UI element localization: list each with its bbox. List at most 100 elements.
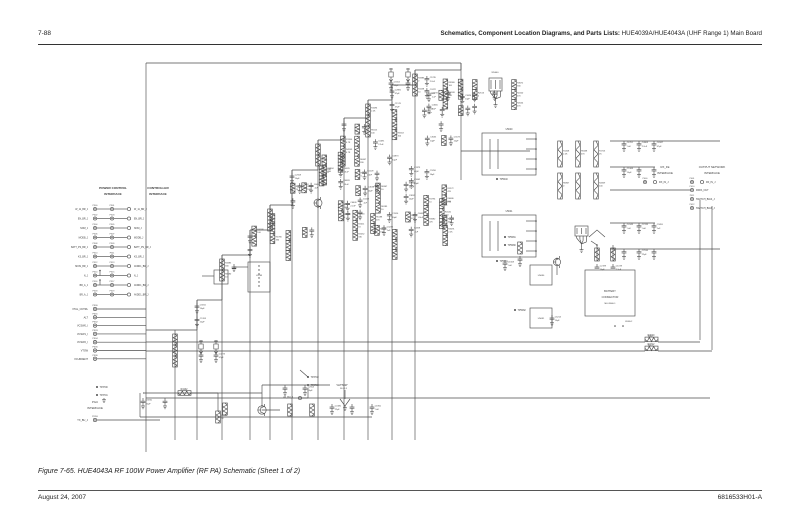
svg-text:.1uF: .1uF — [627, 228, 632, 230]
svg-text:0: 0 — [361, 176, 363, 178]
svg-text:10pF: 10pF — [200, 308, 205, 310]
svg-text:10pF: 10pF — [392, 159, 397, 161]
svg-text:VTSW: VTSW — [81, 350, 89, 353]
svg-text:R6807: R6807 — [563, 182, 570, 184]
svg-text:C2534: C2534 — [642, 250, 649, 252]
svg-text:P308: P308 — [93, 243, 99, 245]
svg-text:INTERFACE: INTERFACE — [87, 406, 103, 410]
svg-text:470: 470 — [581, 153, 585, 155]
svg-text:TP3701: TP3701 — [100, 395, 109, 397]
svg-text:R4780: R4780 — [276, 237, 283, 239]
svg-text:.1uF: .1uF — [627, 146, 632, 148]
svg-text:R3986: R3986 — [449, 82, 456, 84]
svg-text:10pF: 10pF — [600, 269, 605, 271]
svg-text:POWER CONTROL: POWER CONTROL — [99, 186, 127, 190]
svg-text:TP5082: TP5082 — [518, 310, 527, 312]
svg-text:C6873: C6873 — [392, 156, 399, 158]
svg-text:R2513: R2513 — [478, 93, 485, 95]
svg-text:R6367: R6367 — [381, 186, 388, 188]
svg-text:22pF: 22pF — [200, 322, 205, 324]
svg-text:R3072: R3072 — [517, 83, 524, 85]
svg-text:C5168: C5168 — [627, 168, 634, 170]
svg-text:100: 100 — [449, 85, 453, 87]
svg-text:P400: P400 — [643, 178, 649, 180]
svg-text:R3582: R3582 — [429, 218, 436, 220]
svg-text:1K: 1K — [445, 205, 448, 207]
svg-text:TP3702: TP3702 — [311, 377, 320, 379]
svg-text:R2220: R2220 — [517, 93, 524, 95]
svg-text:P307: P307 — [110, 234, 116, 236]
svg-text:P306: P306 — [93, 234, 99, 236]
svg-text:47pF: 47pF — [219, 357, 224, 359]
svg-text:INTERFACE: INTERFACE — [657, 171, 673, 175]
svg-text:470: 470 — [429, 221, 433, 223]
svg-text:4.7K: 4.7K — [346, 152, 351, 154]
svg-text:C1608: C1608 — [508, 261, 515, 263]
svg-text:470: 470 — [447, 191, 451, 193]
svg-text:C6272: C6272 — [432, 93, 439, 95]
svg-text:RF_IN_J: RF_IN_J — [706, 181, 716, 184]
svg-text:C4808: C4808 — [642, 142, 649, 144]
svg-text:2.2uF: 2.2uF — [409, 187, 415, 189]
svg-text:C1373: C1373 — [414, 167, 421, 169]
svg-text:C3234: C3234 — [387, 226, 394, 228]
svg-text:VCSW1_I: VCSW1_I — [77, 333, 88, 336]
svg-text:P3700: P3700 — [92, 416, 99, 418]
svg-text:P334: P334 — [92, 338, 98, 340]
svg-text:ALT: ALT — [84, 316, 89, 319]
svg-text:TP5080: TP5080 — [508, 245, 517, 247]
svg-text:C5811: C5811 — [200, 304, 207, 306]
svg-text:P300: P300 — [93, 205, 99, 207]
svg-text:1K: 1K — [221, 418, 224, 420]
svg-text:C5691: C5691 — [378, 140, 385, 142]
svg-text:P304: P304 — [93, 224, 99, 226]
svg-text:10: 10 — [381, 189, 384, 191]
svg-text:MK-J8000-1: MK-J8000-1 — [605, 303, 617, 305]
svg-text:R2054: R2054 — [517, 103, 524, 105]
svg-text:1K: 1K — [599, 153, 602, 155]
svg-text:.1uF: .1uF — [414, 232, 419, 234]
svg-text:TX_BU_J: TX_BU_J — [77, 419, 88, 422]
svg-text:.1uF: .1uF — [508, 265, 513, 267]
svg-text:2.2uF: 2.2uF — [642, 146, 648, 148]
svg-text:VCSW0_I: VCSW0_I — [77, 325, 88, 328]
svg-text:10pF: 10pF — [392, 217, 397, 219]
svg-text:R2052: R2052 — [358, 233, 365, 235]
svg-text:TP5040: TP5040 — [500, 179, 509, 181]
svg-text:P310: P310 — [93, 253, 99, 255]
svg-text:R1713: R1713 — [599, 150, 606, 152]
svg-text:470: 470 — [376, 220, 380, 222]
svg-text:R6680: R6680 — [225, 273, 232, 275]
svg-text:R1390: R1390 — [346, 139, 353, 141]
svg-text:R2411: R2411 — [358, 223, 365, 225]
svg-text:C2198: C2198 — [600, 265, 607, 267]
svg-text:P319: P319 — [110, 291, 116, 293]
svg-text:22pF: 22pF — [146, 403, 151, 405]
svg-text:2.2uF: 2.2uF — [430, 81, 436, 83]
svg-text:BR_A_J: BR_A_J — [80, 284, 88, 287]
svg-text:R1428: R1428 — [563, 150, 570, 152]
svg-text:NOM_J: NOM_J — [134, 228, 142, 230]
svg-text:R4141: R4141 — [445, 212, 452, 214]
svg-text:R1696: R1696 — [371, 107, 378, 109]
svg-text:2.2K: 2.2K — [563, 153, 568, 155]
svg-text:C4638: C4638 — [368, 187, 375, 189]
svg-text:P302: P302 — [93, 215, 99, 217]
svg-text:.1uF: .1uF — [432, 96, 437, 98]
svg-text:AVDD1_BR_J: AVDD1_BR_J — [134, 265, 148, 268]
svg-text:J5080-2: J5080-2 — [625, 321, 633, 323]
svg-text:330: 330 — [360, 162, 364, 164]
svg-text:0: 0 — [344, 217, 346, 219]
svg-text:AVDD1_BR_J: AVDD1_BR_J — [134, 294, 148, 297]
svg-text:C4655: C4655 — [432, 105, 439, 107]
svg-text:22pF: 22pF — [335, 409, 340, 411]
svg-text:P401: P401 — [690, 178, 696, 180]
svg-text:22pF: 22pF — [454, 140, 459, 142]
svg-text:C3035: C3035 — [430, 137, 437, 139]
svg-text:C1850: C1850 — [375, 405, 382, 407]
svg-text:330: 330 — [358, 236, 362, 238]
svg-text:R1272: R1272 — [447, 188, 454, 190]
svg-text:0: 0 — [563, 185, 565, 187]
svg-text:C4273: C4273 — [219, 353, 226, 355]
svg-text:470: 470 — [517, 96, 521, 98]
